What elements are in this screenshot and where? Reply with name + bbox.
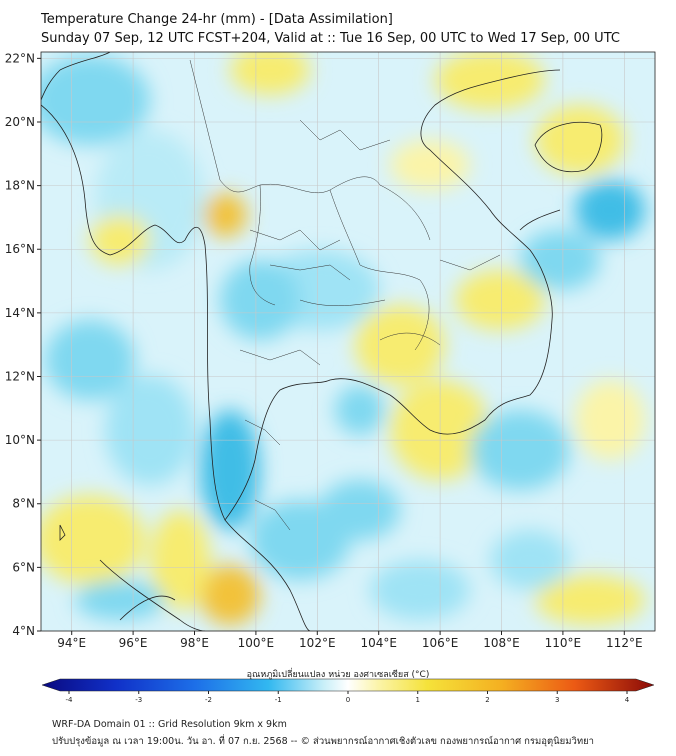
- colorbar-label: อุณหภูมิเปลี่ยนแปลง หน่วย องศาเซลเซียส (…: [246, 670, 430, 680]
- lon-tick-label: 98°E: [180, 636, 209, 650]
- map-title: Temperature Change 24-hr (mm) - [Data As…: [41, 12, 393, 27]
- colorbar-tick-label: -4: [66, 696, 74, 704]
- lat-tick-label: 16°N: [5, 242, 35, 256]
- field-blobs: [41, 52, 645, 625]
- lat-tick-label: 10°N: [5, 433, 35, 447]
- colorbar-tick-label: 2: [485, 696, 489, 704]
- coastlines: [41, 52, 603, 631]
- lon-tick-label: 96°E: [119, 636, 148, 650]
- lat-tick-label: 18°N: [5, 179, 35, 193]
- lon-tick-label: 100°E: [238, 636, 275, 650]
- footer-update-info: ปรับปรุงข้อมูล ณ เวลา 19:00น. วัน อา. ที…: [52, 736, 594, 747]
- lat-tick-label: 6°N: [12, 560, 35, 574]
- lon-tick-label: 108°E: [483, 636, 520, 650]
- lat-tick-label: 8°N: [12, 497, 35, 511]
- colorbar-tick-label: 3: [555, 696, 559, 704]
- lat-tick-label: 14°N: [5, 306, 35, 320]
- lon-tick-label: 112°E: [606, 636, 643, 650]
- lat-tick-label: 22°N: [5, 51, 35, 65]
- colorbar-tick-label: -2: [205, 696, 212, 704]
- longitude-axis: 94°E 96°E 98°E 100°E 102°E 104°E 106°E 108°E 110…: [57, 631, 643, 650]
- colorbar-tick-label: -3: [135, 696, 142, 704]
- colorbar-tick-label: -1: [275, 696, 282, 704]
- plot-frame: [40, 51, 656, 632]
- lat-tick-label: 20°N: [5, 115, 35, 129]
- map-subtitle: Sunday 07 Sep, 12 UTC FCST+204, Valid at…: [41, 31, 620, 46]
- colorbar-tick-label: 1: [416, 696, 420, 704]
- temperature-field: [41, 52, 655, 631]
- colorbar-tick-label: 0: [346, 696, 350, 704]
- admin-borders: [189, 59, 501, 531]
- lon-tick-label: 94°E: [57, 636, 86, 650]
- lon-tick-label: 104°E: [360, 636, 397, 650]
- lat-tick-label: 4°N: [12, 624, 35, 638]
- lon-tick-label: 106°E: [422, 636, 459, 650]
- colorbar: -4 -3 -2 -1 0 1 2 3 4: [41, 678, 655, 704]
- lon-tick-label: 110°E: [545, 636, 582, 650]
- footer-model-info: WRF-DA Domain 01 :: Grid Resolution 9km …: [52, 719, 287, 730]
- latitude-axis: 22°N 20°N 18°N 16°N 14°N 12°N 10°N 8°N 6°N 4°N: [5, 51, 41, 638]
- colorbar-bar: [41, 678, 655, 692]
- colorbar-ticks: -4 -3 -2 -1 0 1 2 3 4: [66, 691, 630, 704]
- lat-tick-label: 12°N: [5, 369, 35, 383]
- lon-tick-label: 102°E: [299, 636, 336, 650]
- colorbar-tick-label: 4: [625, 696, 630, 704]
